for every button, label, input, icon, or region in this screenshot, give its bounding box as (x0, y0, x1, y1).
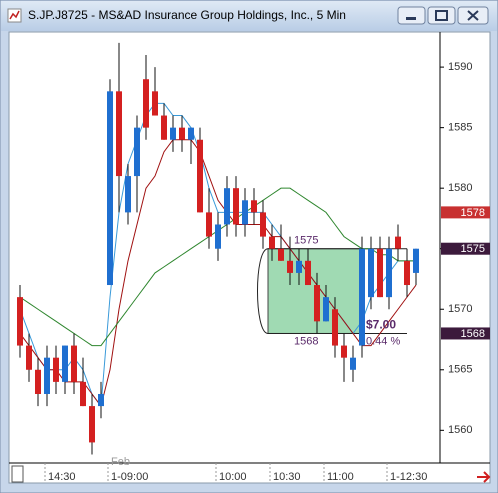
price-tag-label: 1568 (461, 328, 485, 340)
candle-body (107, 91, 113, 286)
candle-body (44, 357, 50, 394)
candle-body (134, 127, 140, 177)
price-tag (441, 327, 490, 340)
candle-body (80, 381, 86, 407)
candle-body (323, 297, 329, 322)
measure-percent: 0.44 % (366, 335, 400, 347)
candle-body (179, 127, 185, 140)
candle-body (71, 345, 77, 382)
close-glyph (467, 10, 479, 21)
candle-body (251, 200, 257, 213)
month-label: Feb (111, 456, 130, 468)
candle-body (170, 127, 176, 140)
candle-body (350, 357, 356, 370)
candle-body (152, 91, 158, 116)
candle-body (359, 248, 365, 346)
candle-body (35, 369, 41, 394)
candle-body (233, 188, 239, 225)
candle-body (17, 297, 23, 346)
icon-glyph (9, 10, 20, 20)
y-tick-label: 1585 (448, 122, 472, 134)
candle-body (206, 212, 212, 237)
candle-body (296, 260, 302, 273)
candle-body (62, 345, 68, 382)
candle-body (125, 176, 131, 213)
measure-bottom-label: 1568 (294, 335, 318, 347)
y-tick-label: 1560 (448, 424, 472, 436)
y-tick-label: 1565 (448, 364, 472, 376)
candle-body (269, 236, 275, 249)
candle-body (278, 248, 284, 261)
scroll-right-arrow[interactable] (477, 471, 491, 483)
candle-body (332, 309, 338, 346)
x-tick-label: 10:00 (219, 471, 247, 483)
candle-body (305, 260, 311, 286)
measure-top-label: 1575 (294, 235, 318, 247)
candle-body (314, 285, 320, 322)
minimize-glyph (406, 17, 416, 20)
candle-body (368, 248, 374, 298)
y-tick-label: 1570 (448, 303, 472, 315)
candle-body (260, 212, 266, 237)
candle-body (395, 236, 401, 249)
x-tick-label: 1-12:30 (390, 471, 427, 483)
x-tick-label: 10:30 (273, 471, 301, 483)
measure-change: $7.00 (366, 318, 396, 332)
candle-body (224, 188, 230, 225)
candle-body (413, 248, 419, 273)
candle-body (404, 260, 410, 286)
candle-body (188, 127, 194, 140)
measure-bracket (257, 248, 269, 334)
scroll-box[interactable] (11, 465, 24, 483)
plot-area: 1560 1565 1570 1575 1580 1585 1590 14:30 1-09:00… (17, 42, 490, 483)
candle-body (341, 345, 347, 358)
candle-body (116, 91, 122, 177)
candle-body (143, 79, 149, 128)
candle-body (377, 248, 383, 298)
candle-body (242, 200, 248, 225)
price-tag-label: 1578 (461, 207, 485, 219)
candle-body (98, 393, 104, 407)
price-tag (441, 242, 490, 255)
candle-body (215, 224, 221, 249)
candle-body (89, 406, 95, 443)
x-tick-label: 1-09:00 (111, 471, 148, 483)
y-tick-label: 1580 (448, 182, 472, 194)
x-tick-label: 14:30 (48, 471, 76, 483)
candle-body (287, 260, 293, 273)
candle-body (386, 248, 392, 298)
candle-body (161, 115, 167, 140)
y-tick-label: 1590 (448, 61, 472, 73)
minimize-button[interactable] (397, 6, 426, 25)
maximize-glyph (435, 10, 448, 21)
candle-body (53, 357, 59, 382)
candle-body (197, 139, 203, 213)
price-tag (441, 206, 490, 219)
window-title: S.JP.J8725 - MS&AD Insurance Group Holdi… (28, 8, 346, 22)
price-tag-label: 1575 (461, 243, 485, 255)
candle-body (26, 345, 32, 370)
x-tick-label: 11:00 (327, 471, 354, 483)
maximize-button[interactable] (427, 6, 456, 25)
